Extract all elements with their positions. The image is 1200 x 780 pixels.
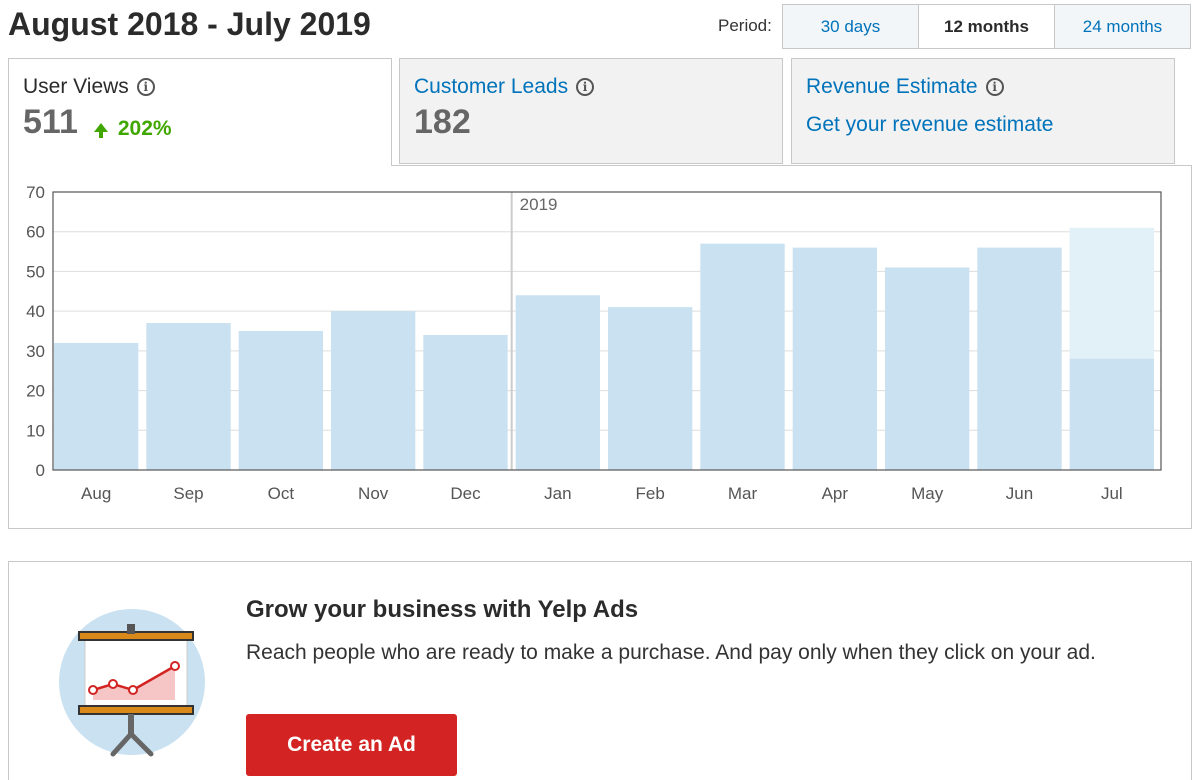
user-views-change-value: 202% [117,116,172,140]
bar [1069,358,1154,470]
bar [146,323,231,470]
x-tick-label: Dec [450,484,481,503]
x-tick-label: Feb [636,484,665,503]
x-tick-label: Apr [822,484,849,503]
ad-title: Grow your business with Yelp Ads [246,596,639,623]
x-tick-label: Jan [544,484,571,503]
x-tick-label: Mar [728,484,758,503]
info-icon[interactable]: i [136,78,155,96]
revenue-estimate-label: Revenue Estimate [806,75,978,98]
tab-customer-leads[interactable]: Customer Leads i 182 [399,58,783,164]
bar [238,331,323,470]
tab-user-views[interactable]: User Views i 511 202% [8,58,392,166]
period-30-days-button[interactable]: 30 days [782,4,919,49]
customer-leads-label: Customer Leads [414,75,569,98]
info-icon[interactable]: i [576,78,595,96]
period-24-months-button[interactable]: 24 months [1054,4,1191,49]
y-tick-label: 70 [26,183,45,202]
bar [423,334,508,470]
bar [331,311,416,470]
x-tick-label: Jun [1006,484,1033,503]
y-tick-label: 60 [26,223,45,242]
bar [515,295,600,470]
page-title: August 2018 - July 2019 [8,6,371,42]
y-tick-label: 0 [36,461,45,480]
y-tick-label: 10 [26,421,45,440]
bar [608,307,693,470]
ad-description: Reach people who are ready to make a pur… [246,641,1096,664]
x-tick-label: Oct [268,484,295,503]
y-tick-label: 50 [26,262,45,281]
bar [977,247,1062,470]
presentation-chart-icon [59,609,205,757]
revenue-estimate-link[interactable]: Get your revenue estimate [806,113,1054,136]
period-label: Period: [718,16,772,35]
bar [792,247,877,470]
period-12-months-button[interactable]: 12 months [918,4,1055,49]
user-views-value: 511 [23,103,78,141]
y-tick-label: 20 [26,382,45,401]
yelp-ads-promo: Grow your business with Yelp Ads Reach p… [8,561,1192,780]
info-icon[interactable]: i [985,78,1004,96]
user-views-label: User Views [23,75,129,98]
period-selector: 30 days 12 months 24 months [782,4,1191,49]
customer-leads-value: 182 [414,103,471,141]
user-views-chart: 0 10 20 30 40 50 60 70 Aug Sep Oct Nov Dec Jan Feb Mar A… [26,183,1162,503]
plot-frame [52,191,1162,471]
bar [54,342,139,470]
tab-revenue-estimate[interactable]: Revenue Estimate i Get your revenue esti… [791,58,1175,164]
create-ad-button[interactable]: Create an Ad [246,714,457,776]
y-tick-label: 30 [26,342,45,361]
up-arrow-icon [93,123,108,138]
x-tick-label: Sep [173,484,203,503]
user-views-change: 202% [93,116,172,141]
x-tick-label: Jul [1101,484,1123,503]
bar [700,243,785,470]
x-tick-label: Nov [358,484,389,503]
x-tick-label: Aug [81,484,111,503]
y-tick-label: 40 [26,302,45,321]
year-marker-label: 2019 [520,195,558,214]
user-views-chart-panel: 0 10 20 30 40 50 60 70 Aug Sep Oct Nov Dec Jan Feb Mar A… [8,165,1192,529]
bar [885,267,970,470]
x-tick-label: May [911,484,944,503]
